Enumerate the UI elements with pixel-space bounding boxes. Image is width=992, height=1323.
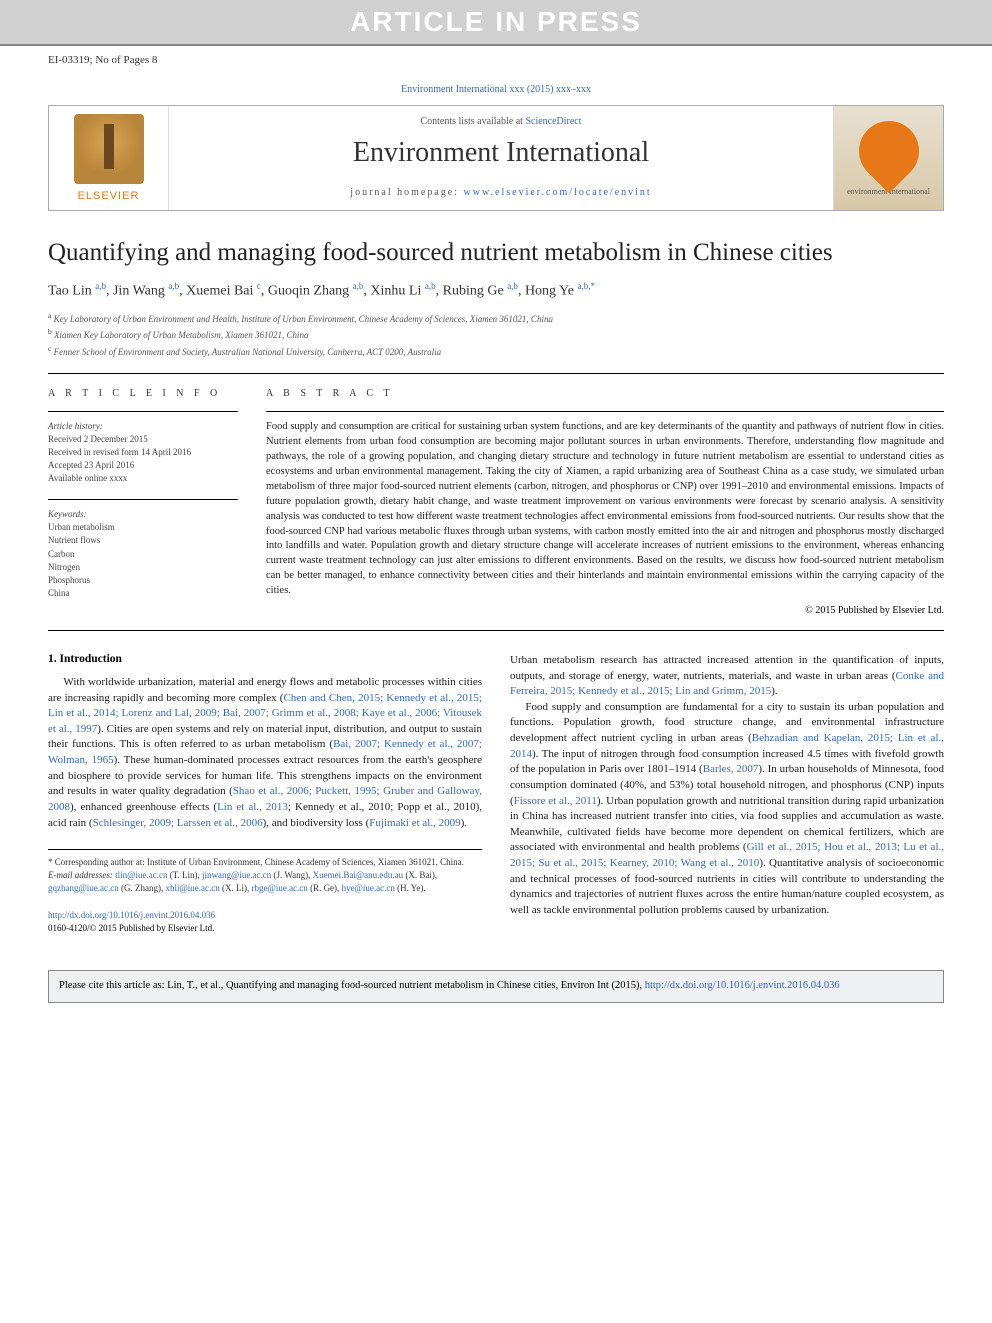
homepage-link[interactable]: www.elsevier.com/locate/envint (464, 187, 652, 198)
cite-doi-link[interactable]: http://dx.doi.org/10.1016/j.envint.2016.… (645, 980, 840, 991)
body-paragraph: Food supply and consumption are fundamen… (510, 700, 944, 919)
text-run: ). (461, 817, 467, 829)
email-link[interactable]: xhli@iue.ac.cn (166, 883, 220, 893)
text-run: ), enhanced greenhouse effects ( (70, 801, 217, 813)
divider (266, 411, 944, 412)
article-info: A R T I C L E I N F O Article history: R… (48, 388, 238, 616)
publisher-logo-box: ELSEVIER (49, 106, 169, 210)
text-run: ). (771, 685, 777, 697)
email-link[interactable]: Xuemei.Bai@anu.edu.au (313, 870, 404, 880)
doi-block: http://dx.doi.org/10.1016/j.envint.2016.… (48, 909, 482, 934)
abstract-heading: A B S T R A C T (266, 388, 944, 399)
article-title: Quantifying and managing food-sourced nu… (48, 239, 944, 267)
homepage-prefix: journal homepage: (350, 187, 463, 198)
citation-box: Please cite this article as: Lin, T., et… (48, 970, 944, 1003)
corresponding-author: * Corresponding author at: Institute of … (48, 856, 482, 869)
publisher-name: ELSEVIER (78, 190, 140, 202)
homepage-line: journal homepage: www.elsevier.com/locat… (177, 187, 825, 198)
cite-prefix: Please cite this article as: Lin, T., et… (59, 980, 645, 991)
page-content: EI-03319; No of Pages 8 Environment Inte… (0, 54, 992, 954)
masthead-center: Contents lists available at ScienceDirec… (169, 106, 833, 210)
article-history: Article history: Received 2 December 201… (48, 420, 238, 485)
abstract-text: Food supply and consumption are critical… (266, 420, 944, 599)
journal-masthead: ELSEVIER Contents lists available at Sci… (48, 105, 944, 211)
text-run: Urban metabolism research has attracted … (510, 654, 944, 682)
doi-link[interactable]: http://dx.doi.org/10.1016/j.envint.2016.… (48, 910, 215, 920)
citation-link[interactable]: Fissore et al., 2011 (514, 795, 597, 807)
abstract: A B S T R A C T Food supply and consumpt… (266, 388, 944, 616)
email-link[interactable]: gqzhang@iue.ac.cn (48, 883, 119, 893)
in-press-banner: ARTICLE IN PRESS (0, 0, 992, 46)
history-label: Article history: (48, 420, 238, 433)
keywords: Keywords: Urban metabolismNutrient flows… (48, 508, 238, 599)
body-paragraph: With worldwide urbanization, material an… (48, 675, 482, 831)
citation-link[interactable]: Fujimaki et al., 2009 (369, 817, 460, 829)
abstract-copyright: © 2015 Published by Elsevier Ltd. (266, 605, 944, 616)
left-column: 1. Introduction With worldwide urbanizat… (48, 653, 482, 934)
contents-prefix: Contents lists available at (420, 116, 525, 127)
email-label: E-mail addresses: (48, 870, 113, 880)
author-list: Tao Lin a,b, Jin Wang a,b, Xuemei Bai c,… (48, 281, 944, 300)
contents-line: Contents lists available at ScienceDirec… (177, 116, 825, 127)
info-abstract-row: A R T I C L E I N F O Article history: R… (48, 388, 944, 616)
issn-line: 0160-4120/© 2015 Published by Elsevier L… (48, 923, 214, 933)
footnotes: * Corresponding author at: Institute of … (48, 849, 482, 895)
divider (48, 630, 944, 631)
citation-link[interactable]: Lin et al., 2013 (217, 801, 288, 813)
info-heading: A R T I C L E I N F O (48, 388, 238, 399)
email-link[interactable]: jinwang@iue.ac.cn (202, 870, 271, 880)
document-id: EI-03319; No of Pages 8 (48, 54, 944, 66)
email-link[interactable]: tlin@iue.ac.cn (115, 870, 167, 880)
journal-cover: environment international (833, 106, 943, 210)
section-heading: 1. Introduction (48, 653, 482, 665)
divider (48, 411, 238, 412)
journal-reference: Environment International xxx (2015) xxx… (48, 84, 944, 95)
sciencedirect-link[interactable]: ScienceDirect (525, 116, 581, 127)
text-run: ), and biodiversity loss ( (263, 817, 370, 829)
affiliations: a Key Laboratory of Urban Environment an… (48, 310, 944, 360)
journal-name: Environment International (177, 137, 825, 169)
email-line: E-mail addresses: tlin@iue.ac.cn (T. Lin… (48, 869, 482, 895)
cover-badge-icon (846, 108, 931, 193)
citation-link[interactable]: Barles, 2007 (703, 763, 759, 775)
body-columns: 1. Introduction With worldwide urbanizat… (48, 653, 944, 934)
email-link[interactable]: rbge@iue.ac.cn (252, 883, 308, 893)
citation-link[interactable]: Schlesinger, 2009; Larssen et al., 2006 (93, 817, 263, 829)
elsevier-tree-icon (74, 114, 144, 184)
email-link[interactable]: hye@iue.ac.cn (342, 883, 395, 893)
right-column: Urban metabolism research has attracted … (510, 653, 944, 934)
body-paragraph: Urban metabolism research has attracted … (510, 653, 944, 700)
divider (48, 373, 944, 374)
divider (48, 499, 238, 500)
keywords-label: Keywords: (48, 508, 238, 521)
